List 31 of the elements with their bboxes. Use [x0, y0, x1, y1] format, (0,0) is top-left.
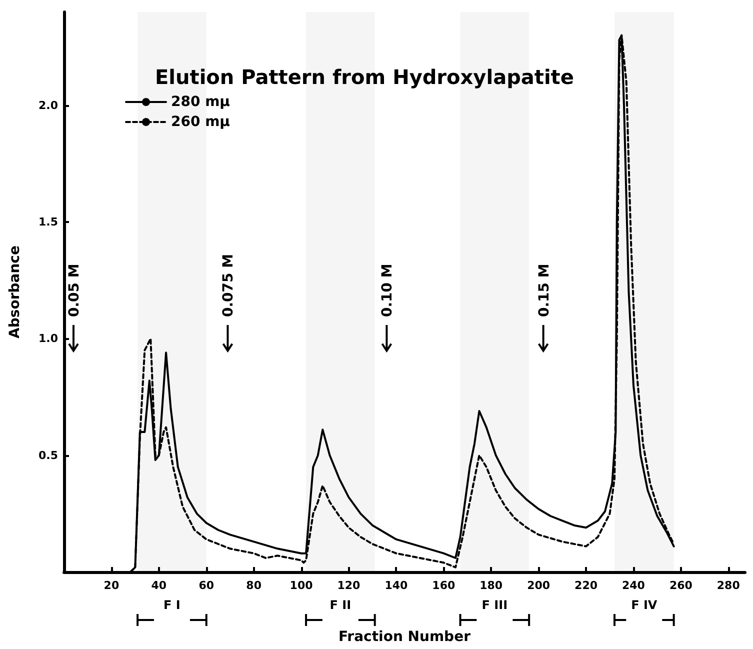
x-tick-label: 240: [622, 579, 646, 592]
y-tick-label: 1.5: [38, 216, 58, 228]
x-tick-label: 60: [198, 579, 214, 592]
band-label: F II: [330, 598, 352, 612]
x-tick-label: 120: [337, 579, 361, 592]
x-tick-label: 220: [574, 579, 598, 592]
band-label: F IV: [631, 598, 658, 612]
y-tick-label: 2.0: [38, 98, 58, 112]
legend-label: 280 mμ: [171, 94, 230, 110]
x-tick-label: 40: [151, 579, 167, 592]
x-tick-label: 160: [432, 579, 456, 592]
ref-line-label: 0.05 M: [66, 263, 82, 317]
text: Elution Pattern from Hydroxylapatite: [155, 65, 574, 89]
x-tick-label: 180: [480, 579, 503, 592]
x-tick-label: 100: [290, 579, 314, 592]
x-tick-label: 260: [669, 579, 693, 592]
x-tick-label: 280: [716, 579, 740, 592]
ref-line-label: 0.10 M: [380, 263, 396, 317]
x-tick-label: 140: [384, 579, 408, 592]
y-axis-title: Absorbance: [7, 246, 23, 338]
x-tick-label: 20: [104, 579, 120, 592]
x-tick-label: 200: [527, 579, 550, 592]
x-axis-title: Fraction Number: [338, 629, 471, 645]
ref-line-label: 0.075 M: [220, 254, 237, 317]
band-label: F III: [482, 598, 508, 612]
legend-label: 260 mμ: [171, 114, 230, 130]
ref-line-label: 0.15 M: [536, 263, 552, 317]
x-tick-label: 80: [246, 579, 262, 592]
band-label: F I: [164, 598, 180, 612]
y-tick-label: 0.5: [38, 448, 58, 462]
y-tick-label: 1.0: [38, 332, 58, 346]
